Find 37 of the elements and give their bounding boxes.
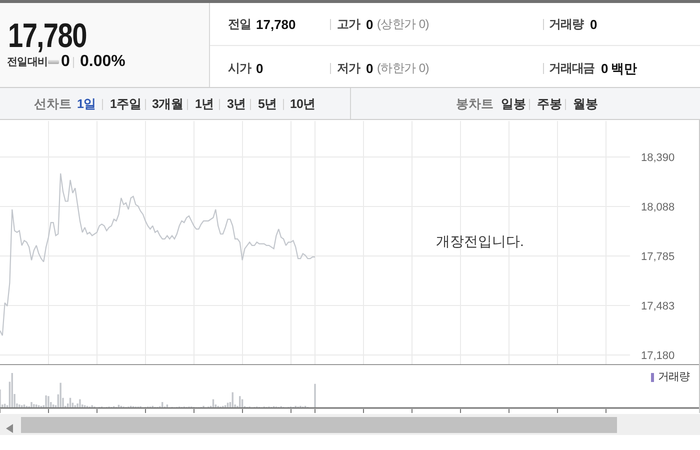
y-tick-label: 17,483 [641, 300, 675, 312]
text: 전일 [228, 17, 251, 31]
text: (상한가 0) [377, 17, 429, 31]
text: 일봉 [501, 96, 526, 111]
y-tick-label: 18,088 [641, 201, 675, 214]
text: 0 [366, 60, 374, 76]
y-tick-label: 18,390 [641, 152, 675, 164]
text: 선차트 [34, 96, 72, 111]
text: 5년 [258, 96, 277, 111]
text: 10년 [290, 96, 316, 111]
text: 0 [590, 16, 598, 32]
text: 저가 [337, 61, 360, 75]
text: 3개월 [152, 96, 184, 111]
text: 17,780 [256, 16, 296, 32]
text: 0 [256, 60, 264, 76]
text: 0 [61, 53, 70, 70]
text: 1일 [77, 96, 96, 111]
text: 0 백만 [601, 60, 637, 76]
y-tick-label: 17,785 [641, 250, 675, 263]
text: 3년 [227, 96, 246, 111]
text: 거래량 [549, 17, 584, 31]
text: (하한가 0) [377, 61, 429, 75]
text: 고가 [337, 17, 360, 31]
annotation: 개장전입니다. [436, 233, 524, 249]
text: 월봉 [573, 96, 598, 111]
text: 1년 [195, 96, 214, 111]
text: 0 [366, 16, 374, 32]
y-axis-title: 거래량 [658, 371, 690, 383]
text: 1주일 [110, 96, 142, 111]
text: 0.00% [80, 53, 126, 70]
text: 17,780 [8, 17, 86, 55]
text: 시가 [228, 61, 251, 75]
y-tick-label: 17,180 [641, 350, 675, 362]
text: 거래대금 [549, 61, 595, 75]
text: 전일대비 [7, 56, 48, 68]
text: 봉차트 [456, 96, 494, 111]
text: 주봉 [537, 96, 562, 111]
